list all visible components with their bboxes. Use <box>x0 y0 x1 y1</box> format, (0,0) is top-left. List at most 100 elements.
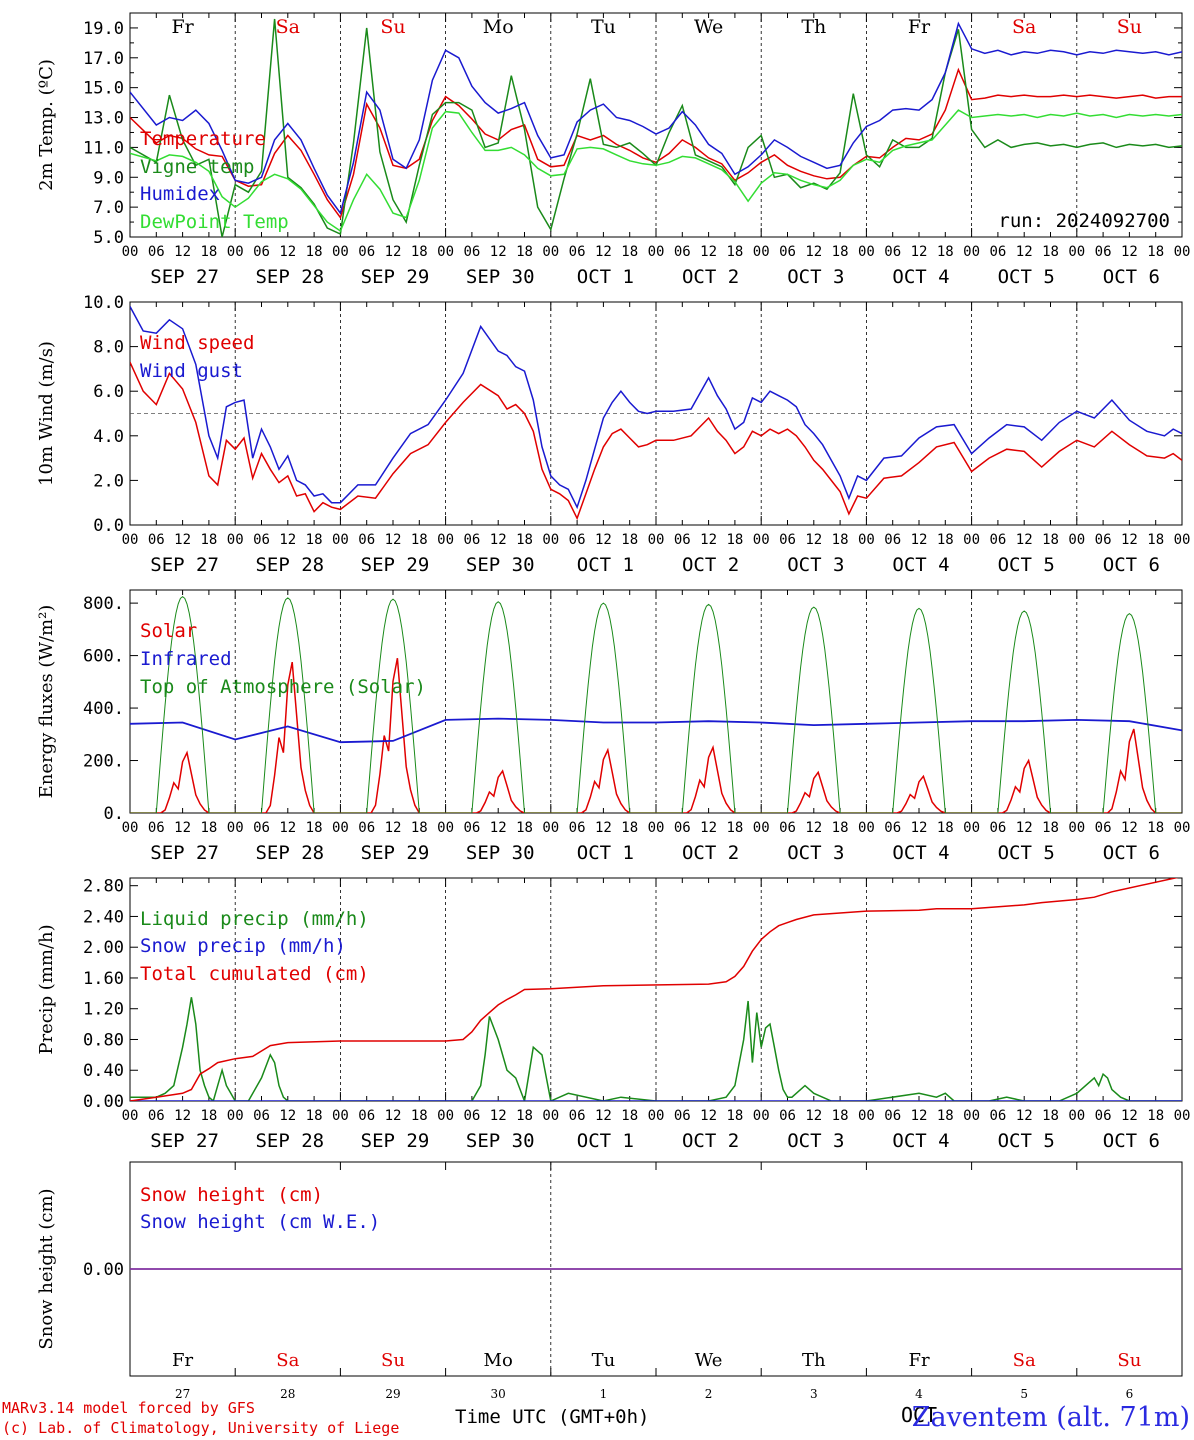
day-name-label: Fr <box>908 16 931 38</box>
hour-label: 06 <box>253 244 270 260</box>
date-label: OCT 4 <box>892 266 949 288</box>
hour-label: 18 <box>621 244 638 260</box>
hour-label: 18 <box>832 820 849 836</box>
legend-entry: Snow height (cm W.E.) <box>140 1211 380 1233</box>
series-line-top-of-atmosphere-solar- <box>130 595 1182 813</box>
date-label: OCT 4 <box>892 842 949 864</box>
hour-label: 12 <box>385 244 402 260</box>
y-tick-label: 2.80 <box>83 877 124 897</box>
hour-label: 18 <box>200 820 217 836</box>
hour-label: 06 <box>779 1108 796 1124</box>
day-name-label: Fr <box>171 16 194 38</box>
y-tick-label: 4.0 <box>93 427 124 447</box>
hour-label: 12 <box>805 820 822 836</box>
panel-wind: 0.0 2.0 4.0 6.0 8.0 10.0 10m Wind (m/s) 00 06 12 1… <box>36 293 1190 576</box>
hour-label: 12 <box>805 244 822 260</box>
hour-label: 06 <box>148 1108 165 1124</box>
hour-label: 06 <box>358 244 375 260</box>
y-tick-label: 1.20 <box>83 1000 124 1020</box>
hour-label: 00 <box>753 532 770 548</box>
date-label: OCT 1 <box>577 1130 634 1152</box>
hour-label: 06 <box>148 244 165 260</box>
hour-label: 18 <box>306 820 323 836</box>
hour-label: 00 <box>1068 1108 1085 1124</box>
y-tick-label: 600. <box>83 647 124 667</box>
day-name-label: Th <box>801 16 826 38</box>
day-name-label: Su <box>381 1350 405 1371</box>
hour-label: 00 <box>122 820 139 836</box>
hour-label: 06 <box>779 532 796 548</box>
hour-label: 18 <box>200 532 217 548</box>
hour-label: 00 <box>227 532 244 548</box>
y-tick-label: 0. <box>104 804 124 824</box>
date-label: OCT 5 <box>998 1130 1055 1152</box>
date-label: SEP 30 <box>466 1130 535 1152</box>
panel-snow: 0.00 Snow height (cm) Fr 27 Sa 28 Su 29 Mo 30 Tu 1 W… <box>36 1161 1183 1427</box>
hour-label: 00 <box>332 532 349 548</box>
hour-label: 12 <box>385 820 402 836</box>
series-line-wind-speed <box>130 361 1182 521</box>
hour-label: 12 <box>490 532 507 548</box>
date-label: OCT 6 <box>1103 266 1160 288</box>
hour-label: 06 <box>1095 820 1112 836</box>
date-label: SEP 27 <box>150 554 219 576</box>
date-label: SEP 29 <box>361 1130 430 1152</box>
date-label: OCT 2 <box>682 266 739 288</box>
y-tick-label: 0.00 <box>83 1092 124 1112</box>
day-name-label: Sa <box>276 16 300 38</box>
date-label: OCT 1 <box>577 266 634 288</box>
lab-credit: (c) Lab. of Climatology, University of L… <box>2 1419 400 1437</box>
hour-label: 12 <box>385 532 402 548</box>
hour-label: 18 <box>621 820 638 836</box>
legend-entry: Vigne temp <box>140 156 254 178</box>
series-line-infrared <box>130 717 1182 744</box>
legend-entry: Wind speed <box>140 332 254 354</box>
hour-label: 06 <box>253 1108 270 1124</box>
hour-label: 18 <box>411 1108 428 1124</box>
hour-label: 00 <box>332 820 349 836</box>
hour-label: 06 <box>989 1108 1006 1124</box>
hour-label: 18 <box>306 244 323 260</box>
hour-label: 06 <box>569 1108 586 1124</box>
hour-label: 06 <box>674 244 691 260</box>
legend-entry: Total cumulated (cm) <box>140 963 369 985</box>
date-label: OCT 3 <box>787 842 844 864</box>
hour-label: 06 <box>463 532 480 548</box>
hour-label: 18 <box>516 244 533 260</box>
hour-label: 12 <box>700 820 717 836</box>
hour-label: 00 <box>437 820 454 836</box>
hour-label: 00 <box>963 532 980 548</box>
series-line-solar <box>130 658 1182 813</box>
hour-label: 00 <box>227 820 244 836</box>
station-name: Zaventem (alt. 71m) <box>911 1402 1190 1433</box>
hour-label: 06 <box>779 820 796 836</box>
y-tick-label: 9.0 <box>93 168 124 188</box>
day-number-label: 5 <box>1020 1387 1028 1401</box>
day-name-label: Su <box>1117 1350 1141 1371</box>
hour-label: 00 <box>963 1108 980 1124</box>
day-name-label: Fr <box>172 1350 193 1371</box>
date-label: OCT 5 <box>998 842 1055 864</box>
series-line-temperature <box>130 67 1182 220</box>
hour-label: 12 <box>1016 532 1033 548</box>
hour-label: 00 <box>1068 532 1085 548</box>
date-label: OCT 3 <box>787 1130 844 1152</box>
date-label: SEP 28 <box>255 1130 324 1152</box>
hour-label: 00 <box>542 532 559 548</box>
day-number-label: 3 <box>810 1387 818 1401</box>
day-number-label: 2 <box>705 1387 713 1401</box>
day-name-label: Tu <box>591 16 616 38</box>
hour-label: 00 <box>122 1108 139 1124</box>
hour-label: 18 <box>1042 820 1059 836</box>
panel-frame <box>129 589 1183 814</box>
hour-label: 12 <box>1121 532 1138 548</box>
hour-label: 06 <box>569 532 586 548</box>
date-label: SEP 27 <box>150 266 219 288</box>
y-tick-label: 1.60 <box>83 969 124 989</box>
hour-label: 18 <box>1147 244 1164 260</box>
hour-label: 12 <box>700 244 717 260</box>
hour-label: 18 <box>200 244 217 260</box>
y-tick-label: 800. <box>83 594 124 614</box>
day-name-label: Sa <box>1013 1350 1036 1371</box>
hour-label: 06 <box>358 532 375 548</box>
